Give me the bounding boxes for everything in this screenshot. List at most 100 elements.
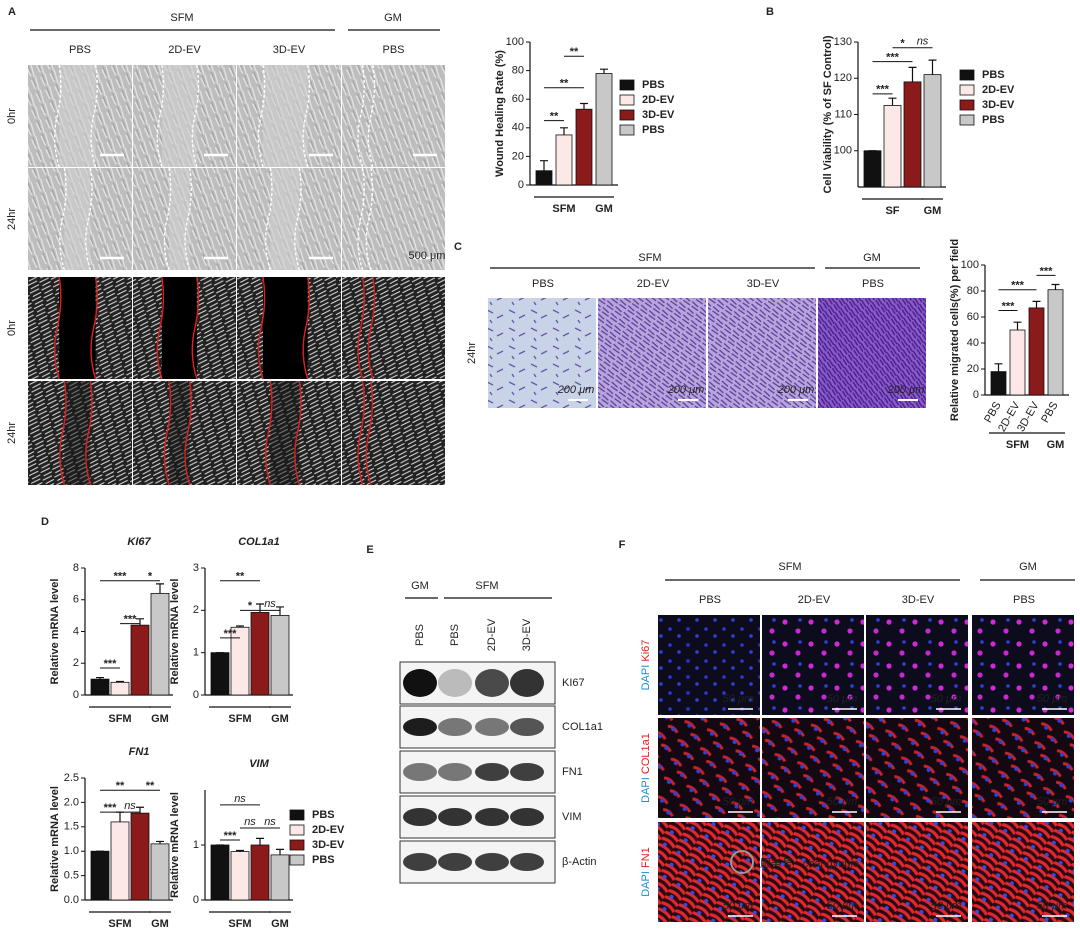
y-axis-label: Relative mRNA level <box>49 579 61 685</box>
scale-bar-label: 50 μm <box>827 900 857 912</box>
bar <box>210 652 230 696</box>
error-bar <box>236 849 244 852</box>
group-label: SFM <box>638 252 661 264</box>
significance-label: *** <box>886 51 900 63</box>
y-tick-label: 6 <box>73 594 79 606</box>
row-label: DAPI Ki67 <box>640 640 652 691</box>
bar <box>90 850 110 901</box>
group-label: GM <box>271 918 289 930</box>
error-bar <box>156 840 164 844</box>
wound-edge <box>357 64 365 168</box>
micrograph <box>762 718 864 818</box>
panel-letter: C <box>454 241 462 253</box>
band <box>510 808 544 826</box>
bar <box>150 593 170 696</box>
significance-label: ns <box>234 793 246 805</box>
column-label: PBS <box>1013 594 1035 606</box>
lane-label: PBS <box>414 624 426 646</box>
scratch <box>59 65 96 167</box>
y-tick-label: 120 <box>834 72 852 84</box>
wound-edge <box>357 380 365 486</box>
panel-letter: E <box>366 544 373 556</box>
wound-edge <box>184 380 192 486</box>
y-tick-label: 40 <box>967 337 979 349</box>
significance-label: *** <box>124 613 138 625</box>
bar <box>250 612 270 696</box>
y-tick-label: 2 <box>73 657 79 669</box>
scratch <box>263 277 308 379</box>
error-bar <box>600 68 608 74</box>
significance-label: *** <box>876 84 890 96</box>
bar <box>990 371 1007 396</box>
micrograph <box>342 65 445 167</box>
micrograph <box>342 277 445 379</box>
error-bar <box>236 625 244 628</box>
column-label: 3D-EV <box>273 44 306 56</box>
wound-edge <box>191 64 200 168</box>
significance-label: *** <box>1040 265 1054 277</box>
group-label: SFM <box>475 580 498 592</box>
wound-edge <box>59 167 67 271</box>
bar <box>535 170 553 186</box>
error-bar <box>116 680 124 683</box>
error-bar <box>888 97 897 106</box>
scale-bar-label: 50 μm <box>931 693 961 705</box>
band <box>438 763 472 781</box>
significance-label: *** <box>1002 300 1016 312</box>
significance-label: *** <box>1011 280 1025 292</box>
row-label: DAPI FN1 <box>640 847 652 897</box>
legend-label: 2D-EV <box>642 94 675 106</box>
scratch <box>59 277 96 379</box>
legend-swatch <box>959 69 975 81</box>
bar <box>90 678 110 696</box>
legend-swatch <box>289 809 305 821</box>
band <box>475 763 509 781</box>
error-bar <box>994 363 1003 372</box>
wound-edge <box>294 167 302 271</box>
wound-edge <box>357 167 365 271</box>
chart-title: KI67 <box>127 536 151 548</box>
significance-label: ns <box>264 816 276 828</box>
micrograph <box>866 718 968 818</box>
wound-edge <box>294 380 302 486</box>
y-axis-label: Wound Healing Rate (%) <box>494 50 506 177</box>
band <box>403 763 437 781</box>
wound-edge <box>163 167 172 271</box>
band <box>510 718 544 736</box>
group-label: GM <box>151 713 169 725</box>
bar <box>210 844 230 901</box>
micrograph <box>342 381 445 485</box>
legend-label: 3D-EV <box>312 839 345 851</box>
bar <box>575 108 593 186</box>
wound-edge <box>365 167 374 271</box>
y-tick-label: 100 <box>961 259 979 271</box>
scale-bar-label: 50 μm <box>1037 796 1067 808</box>
legend-label: PBS <box>312 809 335 821</box>
band <box>438 669 472 697</box>
band <box>403 853 437 871</box>
micrograph <box>972 615 1074 715</box>
group-label: GM <box>863 252 881 264</box>
scale-bar-label: 50 μm <box>931 900 961 912</box>
band <box>475 853 509 871</box>
error-bar <box>256 603 264 613</box>
significance-label: *** <box>224 628 238 640</box>
bar <box>1047 289 1064 396</box>
band <box>475 808 509 826</box>
stain-dapi: DAPI <box>640 871 652 897</box>
group-label: SFM <box>108 918 131 930</box>
y-tick-label: 2.5 <box>64 772 79 784</box>
significance-label: *** <box>224 830 238 842</box>
legend-label: 2D-EV <box>982 84 1015 96</box>
band <box>438 718 472 736</box>
lane-label: PBS <box>449 624 461 646</box>
significance-label: ** <box>236 571 245 583</box>
scratch <box>161 65 197 167</box>
error-bar <box>96 676 104 680</box>
y-tick-label: 80 <box>967 285 979 297</box>
panel-letter: B <box>766 6 774 18</box>
wound-edge <box>367 276 376 380</box>
group-label: GM <box>1047 439 1065 451</box>
micrograph <box>488 298 596 408</box>
wound-edge <box>59 380 67 486</box>
